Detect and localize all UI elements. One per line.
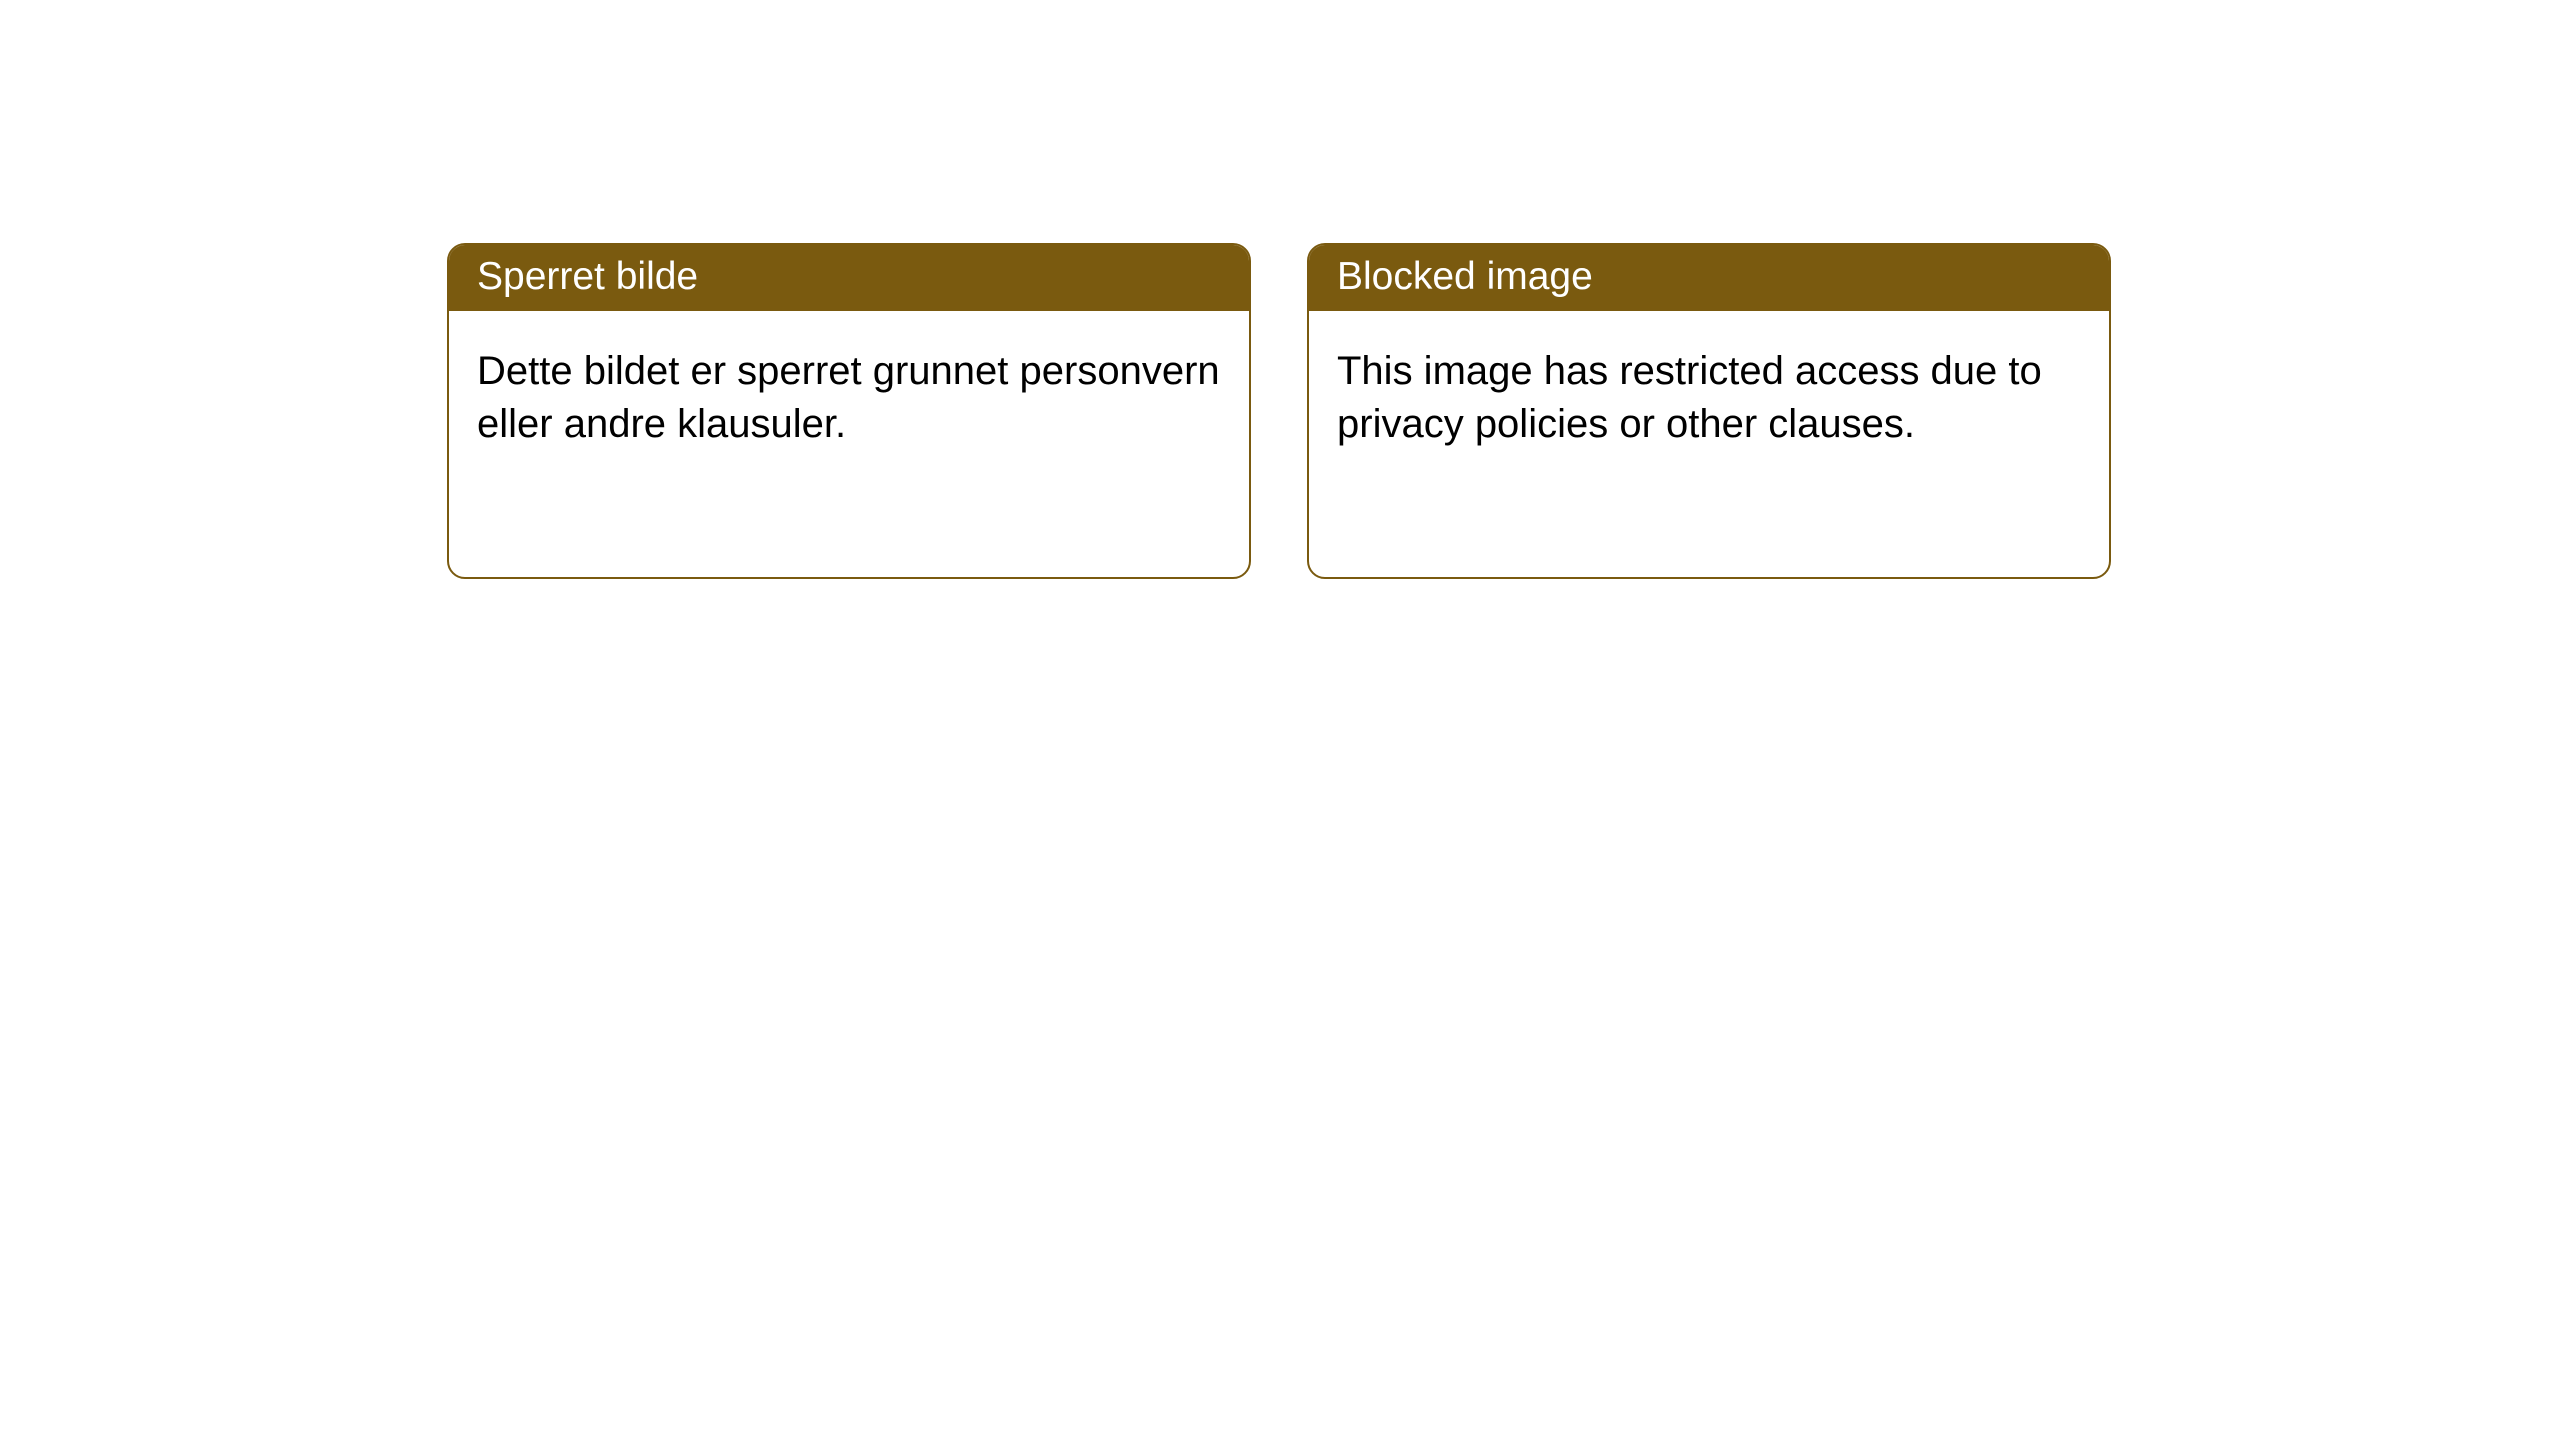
blocked-image-card-no: Sperret bilde Dette bildet er sperret gr… (447, 243, 1251, 579)
card-body-no: Dette bildet er sperret grunnet personve… (449, 311, 1249, 485)
card-body-en: This image has restricted access due to … (1309, 311, 2109, 485)
card-message-no: Dette bildet er sperret grunnet personve… (477, 349, 1220, 446)
card-header-no: Sperret bilde (449, 245, 1249, 311)
notice-container: Sperret bilde Dette bildet er sperret gr… (0, 0, 2560, 579)
card-title-en: Blocked image (1337, 255, 1593, 298)
card-header-en: Blocked image (1309, 245, 2109, 311)
blocked-image-card-en: Blocked image This image has restricted … (1307, 243, 2111, 579)
card-message-en: This image has restricted access due to … (1337, 349, 2042, 446)
card-title-no: Sperret bilde (477, 255, 698, 298)
